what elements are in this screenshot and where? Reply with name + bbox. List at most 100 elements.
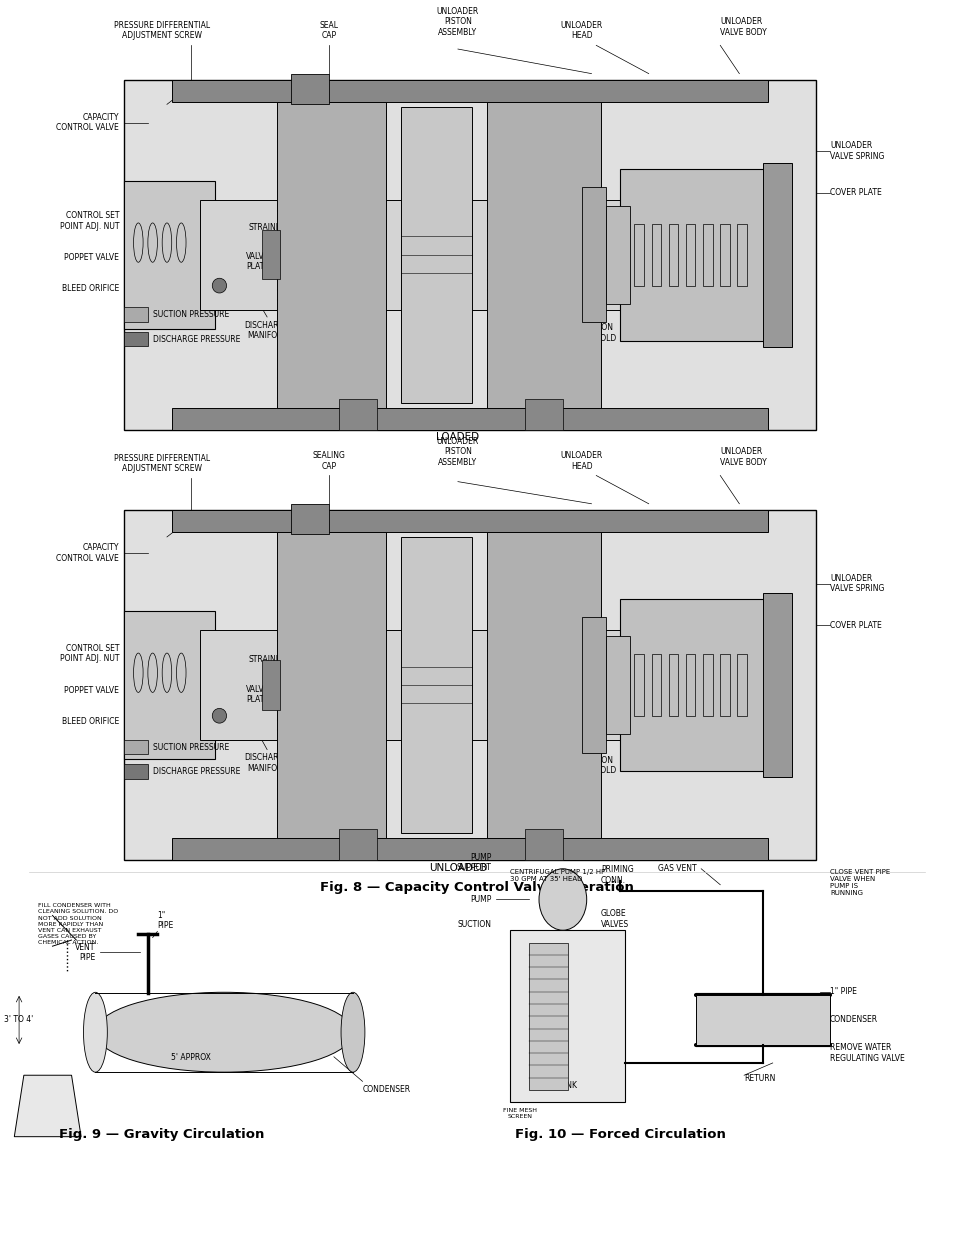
Bar xyxy=(124,611,214,758)
Text: CONTROL SET
POINT ADJ. NUT: CONTROL SET POINT ADJ. NUT xyxy=(60,211,119,231)
Ellipse shape xyxy=(84,992,107,1072)
Text: VENT
PIPE: VENT PIPE xyxy=(75,942,95,962)
Text: SUCTION
MANIFOLD: SUCTION MANIFOLD xyxy=(576,324,616,342)
Bar xyxy=(696,995,829,1045)
Text: COVER PLATE: COVER PLATE xyxy=(829,188,881,198)
Bar xyxy=(762,163,791,347)
Bar xyxy=(720,225,729,285)
Text: CONDENSER: CONDENSER xyxy=(829,1015,877,1024)
Text: UNLOADER
VALVE BODY: UNLOADER VALVE BODY xyxy=(720,447,766,467)
Text: Fig. 8 — Capacity Control Valve Operation: Fig. 8 — Capacity Control Valve Operatio… xyxy=(319,881,634,894)
Bar xyxy=(737,225,746,285)
Text: LOADED: LOADED xyxy=(436,432,479,442)
Text: STRAINER: STRAINER xyxy=(248,222,286,232)
Text: DISCHARGE PRESSURE: DISCHARGE PRESSURE xyxy=(152,335,240,343)
Text: TANK: TANK xyxy=(558,1081,577,1091)
Text: SEAL
CAP: SEAL CAP xyxy=(319,21,338,41)
Bar xyxy=(605,636,629,734)
Bar xyxy=(229,667,267,704)
Bar xyxy=(634,655,643,716)
Bar xyxy=(605,206,629,304)
Ellipse shape xyxy=(538,868,586,930)
Bar xyxy=(172,510,767,532)
Text: BLEED ORIFICE: BLEED ORIFICE xyxy=(62,716,119,726)
Bar xyxy=(581,188,605,322)
Bar xyxy=(172,839,767,860)
Bar xyxy=(229,236,267,273)
Bar xyxy=(619,169,781,341)
Text: GAS VENT: GAS VENT xyxy=(658,864,696,873)
Text: STRAINER: STRAINER xyxy=(248,656,286,664)
Bar xyxy=(124,332,148,347)
Bar xyxy=(262,230,279,279)
Text: UNLOADED: UNLOADED xyxy=(428,862,487,873)
Text: PRESSURE DIFFERENTIAL
ADJUSTMENT SCREW: PRESSURE DIFFERENTIAL ADJUSTMENT SCREW xyxy=(114,21,210,41)
Text: VALVE
PLATE: VALVE PLATE xyxy=(246,684,269,704)
Text: SEALING
CAP: SEALING CAP xyxy=(313,451,345,471)
Bar xyxy=(524,399,562,430)
Text: Fig. 9 — Gravity Circulation: Fig. 9 — Gravity Circulation xyxy=(59,1128,265,1141)
Text: POPPET VALVE: POPPET VALVE xyxy=(64,687,119,695)
Text: BLEED ORIFICE: BLEED ORIFICE xyxy=(62,284,119,293)
Text: Fig. 10 — Forced Circulation: Fig. 10 — Forced Circulation xyxy=(514,1128,725,1141)
Text: COVER PLATE: COVER PLATE xyxy=(829,621,881,630)
Text: SUCTION PRESSURE: SUCTION PRESSURE xyxy=(152,742,229,752)
Text: UNLOADER
VALVE SPRING: UNLOADER VALVE SPRING xyxy=(829,574,883,593)
Text: DISCHARGE PRESSURE: DISCHARGE PRESSURE xyxy=(152,767,240,776)
Bar xyxy=(124,740,148,755)
Text: UNLOADER
HEAD: UNLOADER HEAD xyxy=(560,451,602,471)
Text: UNLOADER
PISTON
ASSEMBLY: UNLOADER PISTON ASSEMBLY xyxy=(436,437,478,467)
Text: SUCTION
VALVE: SUCTION VALVE xyxy=(555,374,589,394)
Bar xyxy=(651,225,660,285)
Bar xyxy=(172,80,767,101)
Text: CLOSE VENT PIPE
VALVE WHEN
PUMP IS
RUNNING: CLOSE VENT PIPE VALVE WHEN PUMP IS RUNNI… xyxy=(829,868,889,895)
Text: CENTRIFUGAL PUMP 1/2 HP
30 GPM AT 35' HEAD: CENTRIFUGAL PUMP 1/2 HP 30 GPM AT 35' HE… xyxy=(510,868,605,882)
Bar xyxy=(668,655,678,716)
Text: CONTROL SET
POINT ADJ. NUT: CONTROL SET POINT ADJ. NUT xyxy=(60,643,119,663)
Text: PRESSURE DIFFERENTIAL
ADJUSTMENT SCREW: PRESSURE DIFFERENTIAL ADJUSTMENT SCREW xyxy=(114,453,210,473)
Text: UNLOADER
VALVE SPRING: UNLOADER VALVE SPRING xyxy=(829,141,883,161)
Text: SUCTION: SUCTION xyxy=(456,920,491,929)
Bar xyxy=(400,106,472,403)
Bar xyxy=(124,182,214,329)
Text: UNLOADER
VALVE BODY: UNLOADER VALVE BODY xyxy=(720,17,766,37)
Text: 5' APPROX: 5' APPROX xyxy=(171,1053,211,1062)
Bar xyxy=(486,532,600,839)
Text: 1" PIPE: 1" PIPE xyxy=(829,987,856,997)
Bar xyxy=(172,408,767,430)
Text: PISTON: PISTON xyxy=(443,758,472,767)
Text: SUCTION
VALVE: SUCTION VALVE xyxy=(555,808,589,826)
Text: DISCHARGE
MANIFOLD: DISCHARGE MANIFOLD xyxy=(244,753,290,773)
Bar xyxy=(720,655,729,716)
Bar xyxy=(702,225,712,285)
Text: POPPET VALVE: POPPET VALVE xyxy=(64,253,119,263)
Ellipse shape xyxy=(341,992,364,1072)
Bar xyxy=(276,532,386,839)
Bar xyxy=(702,655,712,716)
Bar xyxy=(581,618,605,752)
Bar xyxy=(200,630,648,740)
Bar xyxy=(486,101,600,408)
Bar xyxy=(338,830,376,860)
Bar xyxy=(529,942,567,1091)
Text: REMOVE WATER
REGULATING VALVE: REMOVE WATER REGULATING VALVE xyxy=(829,1044,903,1063)
Text: PRIMING
CONN.: PRIMING CONN. xyxy=(600,866,633,884)
Text: PUMP: PUMP xyxy=(470,895,491,904)
Bar xyxy=(124,308,148,322)
Text: SUCTION PRESSURE: SUCTION PRESSURE xyxy=(152,310,229,319)
Bar xyxy=(291,74,329,104)
Text: VALVE
PLATE: VALVE PLATE xyxy=(246,252,269,272)
Ellipse shape xyxy=(212,278,227,293)
Bar xyxy=(651,655,660,716)
Text: RETURN: RETURN xyxy=(743,1074,775,1083)
Text: CAPACITY
CONTROL VALVE: CAPACITY CONTROL VALVE xyxy=(56,114,119,132)
Text: PUMP
SUPPORT: PUMP SUPPORT xyxy=(456,853,491,872)
Bar xyxy=(262,661,279,710)
Bar xyxy=(200,200,648,310)
Text: PISTON: PISTON xyxy=(443,326,472,335)
Text: GLOBE
VALVES: GLOBE VALVES xyxy=(600,909,628,929)
Polygon shape xyxy=(14,1076,81,1136)
Bar xyxy=(668,225,678,285)
Text: 3' TO 4': 3' TO 4' xyxy=(5,1015,33,1024)
Text: DISCHARGE
VALVE: DISCHARGE VALVE xyxy=(311,808,356,826)
